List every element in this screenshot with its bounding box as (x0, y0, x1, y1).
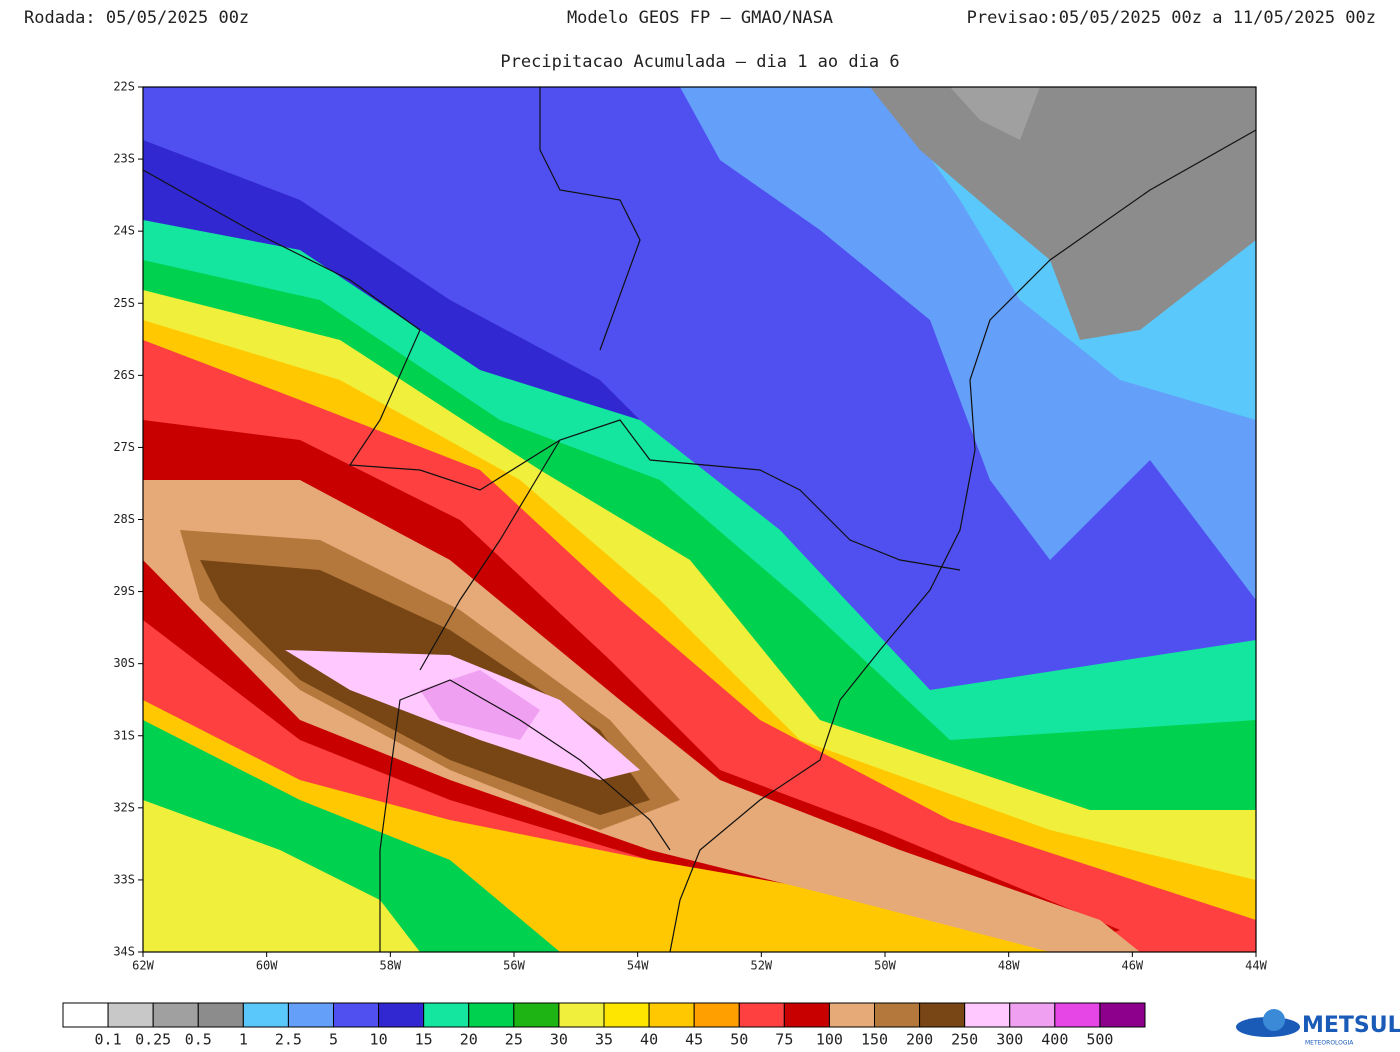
lon-label: 46W (1121, 959, 1143, 973)
lat-label: 25S (113, 296, 135, 310)
model-label: Modelo GEOS FP — GMAO/NASA (567, 8, 833, 28)
lon-label: 54W (627, 959, 649, 973)
color-box (287, 1002, 334, 1028)
colorbar-label: 2.5 (275, 1031, 302, 1049)
color-box (828, 1002, 876, 1028)
color-box (107, 1002, 154, 1028)
color-box (603, 1002, 650, 1028)
colorbar-label: 150 (861, 1031, 888, 1049)
color-box (378, 1002, 425, 1028)
lon-label: 52W (750, 959, 772, 973)
lat-label: 33S (113, 872, 135, 886)
color-box (333, 1002, 380, 1028)
colorbar: 0.1 0.25 0.5 1 2.5 5 10 15 20 25 30 35 40 45 50 75 100 15… (62, 1002, 1146, 1049)
color-box (874, 1002, 921, 1028)
colorbar-label: 10 (370, 1031, 388, 1049)
colorbar-label: 200 (906, 1031, 933, 1049)
color-box (1054, 1002, 1101, 1028)
lon-label: 56W (503, 959, 525, 973)
color-box (558, 1002, 605, 1028)
colorbar-label: 0.1 (95, 1031, 122, 1049)
lat-label: 28S (113, 512, 135, 526)
colorbar-label: 400 (1041, 1031, 1068, 1049)
color-box (423, 1002, 470, 1028)
color-box (1009, 1002, 1056, 1028)
colorbar-label: 30 (550, 1031, 568, 1049)
color-box (919, 1002, 966, 1028)
logo-name: METSUL (1302, 1013, 1400, 1038)
colorbar-label: 100 (816, 1031, 843, 1049)
precip-field (143, 87, 1256, 952)
color-box (152, 1002, 199, 1028)
lon-label: 60W (256, 959, 278, 973)
color-box (783, 1002, 830, 1028)
lon-label: 62W (132, 959, 154, 973)
lat-label: 34S (113, 945, 135, 959)
lat-label: 22S (113, 80, 135, 94)
lat-label: 27S (113, 440, 135, 454)
lat-label: 32S (113, 800, 135, 814)
lon-label: 58W (379, 959, 401, 973)
color-box (738, 1002, 785, 1028)
lat-label: 24S (113, 224, 135, 238)
colorbar-label: 15 (415, 1031, 433, 1049)
color-box (964, 1002, 1011, 1028)
colorbar-label: 45 (685, 1031, 703, 1049)
lat-label: 31S (113, 728, 135, 742)
colorbar-label: 250 (951, 1031, 978, 1049)
axis-ticks: 22S23S24S25S26S27S28S29S30S31S32S33S34S6… (113, 80, 1267, 973)
lat-label: 26S (113, 368, 135, 382)
lat-label: 29S (113, 584, 135, 598)
colorbar-label: 50 (730, 1031, 748, 1049)
colorbar-label: 5 (329, 1031, 338, 1049)
color-box (62, 1002, 109, 1028)
lon-label: 48W (998, 959, 1020, 973)
colorbar-label: 75 (775, 1031, 793, 1049)
colorbar-label: 25 (505, 1031, 523, 1049)
lat-label: 23S (113, 152, 135, 166)
subtitle: Precipitacao Acumulada — dia 1 ao dia 6 (500, 52, 899, 72)
colorbar-label: 300 (996, 1031, 1023, 1049)
color-box (513, 1002, 560, 1028)
lat-label: 30S (113, 656, 135, 670)
colorbar-label: 500 (1086, 1031, 1113, 1049)
colorbar-label: 0.25 (135, 1031, 171, 1049)
forecast-label: Previsao:05/05/2025 00z a 11/05/2025 00z (967, 8, 1376, 28)
color-box (242, 1002, 289, 1028)
logo: METSUL METEOROLOGIA (1236, 1009, 1400, 1047)
colorbar-label: 1 (239, 1031, 248, 1049)
color-box (693, 1002, 740, 1028)
color-box (1099, 1002, 1146, 1028)
color-box (648, 1002, 695, 1028)
colorbar-label: 0.5 (185, 1031, 212, 1049)
lon-label: 44W (1245, 959, 1267, 973)
run-label: Rodada: 05/05/2025 00z (24, 8, 249, 28)
color-box (468, 1002, 515, 1028)
color-box (197, 1002, 244, 1028)
colorbar-label: 35 (595, 1031, 613, 1049)
lon-label: 50W (874, 959, 896, 973)
borders (142, 87, 1257, 953)
logo-tagline: METEOROLOGIA (1305, 1040, 1354, 1047)
colorbar-label: 20 (460, 1031, 478, 1049)
colorbar-label: 40 (640, 1031, 658, 1049)
